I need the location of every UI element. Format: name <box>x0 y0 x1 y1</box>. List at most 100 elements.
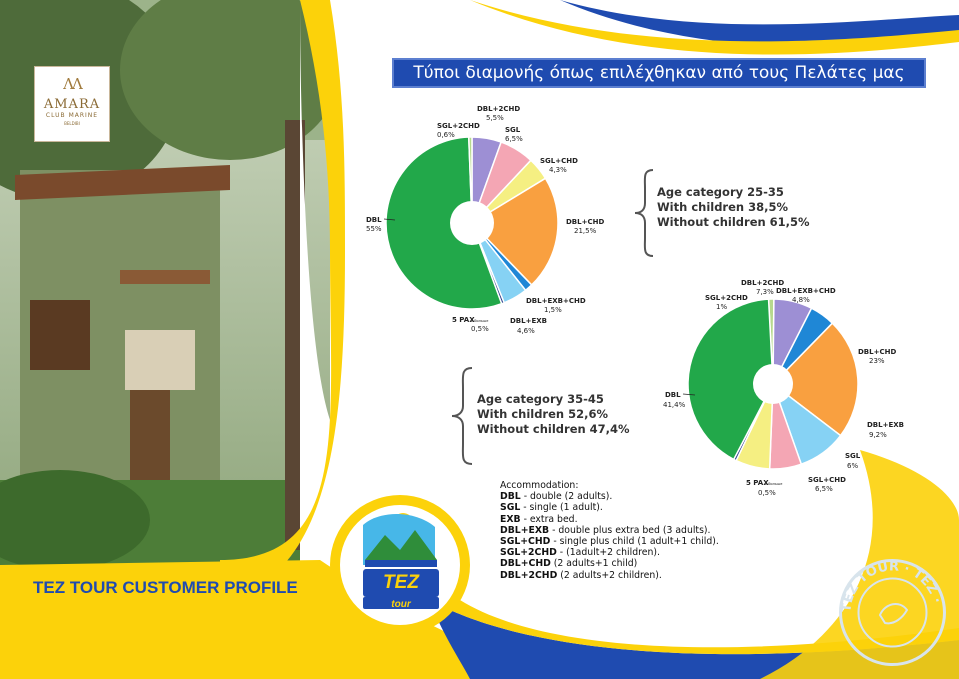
pie-slice <box>771 322 859 437</box>
tez-tour-logo: TEZ tour <box>363 513 439 610</box>
slice-label: SGL+CHD <box>808 476 846 484</box>
legend-code: DBL <box>500 491 521 503</box>
legend-desc: (2 adults+2 children). <box>557 569 662 581</box>
legend-code: SGL+CHD <box>500 536 551 548</box>
slice-value-label: 41,4% <box>663 401 686 409</box>
logo-subtitle: CLUB MARINE <box>45 112 99 119</box>
amara-logo: ΛΛ AMARA CLUB MARINE BELDIBI <box>34 66 110 142</box>
slice-label: DBL+EXB <box>510 317 547 325</box>
brace-icon-2 <box>451 367 473 465</box>
pie-hole <box>450 201 494 245</box>
legend-code: SGL <box>500 502 521 514</box>
hotel-photo <box>0 0 340 570</box>
legend-item: DBL+EXB - double plus extra bed (3 adult… <box>500 525 719 536</box>
slice-value-label: 6,5% <box>815 485 833 493</box>
summary-1-line-1: Age category 25-35 <box>657 185 784 199</box>
yellow-bottom-band <box>0 560 560 679</box>
slice-value-label: 5,5% <box>486 114 504 122</box>
slice-value-label: 55% <box>366 225 382 233</box>
summary-1-line-3: Without children 61,5% <box>657 215 810 229</box>
accommodation-legend: Accommodation: DBL - double (2 adults). … <box>500 480 719 581</box>
legend-item: DBL+2CHD (2 adults+2 children). <box>500 570 719 581</box>
legend-code: DBL+CHD <box>500 558 551 570</box>
pie-slice <box>385 136 503 310</box>
slice-label: DBL+2CHD <box>477 105 520 113</box>
slice-label: DBL+EXB+CHD <box>526 297 586 305</box>
summary-age-35-45: Age category 35-45 With children 52,6% W… <box>477 392 630 437</box>
slice-label-small: и больше <box>765 482 782 486</box>
tez-stamp-watermark: TEZ TOUR · TEZ · <box>839 559 946 666</box>
customer-profile-label: TEZ TOUR CUSTOMER PROFILE <box>33 578 298 597</box>
legend-item: DBL - double (2 adults). <box>500 491 719 502</box>
legend-desc: - single plus child (1 adult+1 child). <box>550 536 719 548</box>
slice-value-label: 6,5% <box>505 135 523 143</box>
legend-desc: - double (2 adults). <box>520 491 613 503</box>
logo-name: AMARA <box>43 97 101 112</box>
label-leader-line <box>383 218 396 221</box>
slice-value-label: 7,3% <box>756 288 774 296</box>
slice-label: DBL+EXB+CHD <box>776 287 836 295</box>
pie-slice <box>470 177 559 287</box>
legend-item: SGL+2CHD - (1adult+2 children). <box>500 547 719 558</box>
legend-code: DBL+2CHD <box>500 569 558 581</box>
yellow-right-swoosh <box>760 450 959 679</box>
slice-label: DBL <box>665 391 681 399</box>
summary-2-line-2: With children 52,6% <box>477 407 608 421</box>
legend-item: SGL - single (1 adult). <box>500 502 719 513</box>
slice-value-label: 1% <box>716 303 727 311</box>
legend-item: EXB - extra bed. <box>500 514 719 525</box>
slice-value-label: 21,5% <box>574 227 597 235</box>
legend-item: DBL+CHD (2 adults+1 child) <box>500 558 719 569</box>
legend-desc: - extra bed. <box>520 513 578 525</box>
slice-value-label: 0,5% <box>471 325 489 333</box>
slice-label: DBL <box>366 216 382 224</box>
summary-1-line-2: With children 38,5% <box>657 200 788 214</box>
yellow-swoosh-top <box>470 0 959 55</box>
slice-value-label: 4,6% <box>517 327 535 335</box>
tez-logo-tour: tour <box>391 599 412 610</box>
summary-age-25-35: Age category 25-35 With children 38,5% W… <box>657 185 810 230</box>
brace-icon-1 <box>634 169 654 257</box>
legend-code: SGL+2CHD <box>500 547 557 559</box>
legend-desc: (2 adults+1 child) <box>550 558 638 570</box>
slice-value-label: 0,6% <box>437 131 455 139</box>
pie-hole <box>753 364 793 404</box>
legend-item: SGL+CHD - single plus child (1 adult+1 c… <box>500 536 719 547</box>
slice-label: SGL+CHD <box>540 157 578 165</box>
page-title: Τύποι διαμονής όπως επιλέχθηκαν από τους… <box>392 58 926 88</box>
slice-value-label: 4,8% <box>792 296 810 304</box>
slice-value-label: 9,2% <box>869 431 887 439</box>
legend-desc: - double plus extra bed (3 adults). <box>549 524 711 536</box>
summary-2-line-1: Age category 35-45 <box>477 392 604 406</box>
blue-swoosh-top <box>560 0 959 48</box>
slice-label: SGL <box>845 452 861 460</box>
legend-desc: - (1adult+2 children). <box>556 547 660 559</box>
slice-label: DBL+EXB <box>867 421 904 429</box>
slice-label: SGL <box>505 126 521 134</box>
logo-subtitle-2: BELDIBI <box>64 121 80 126</box>
legend-heading: Accommodation: <box>500 480 579 491</box>
slice-label: DBL+2CHD <box>741 279 784 287</box>
label-leader-line <box>682 393 696 396</box>
slice-value-label: 23% <box>869 357 885 365</box>
legend-code: DBL+EXB <box>500 524 550 536</box>
slice-value-label: 4,3% <box>549 166 567 174</box>
slice-value-label: 0,5% <box>758 489 776 497</box>
slice-label: 5 PAX <box>452 316 475 324</box>
legend-desc: - single (1 adult). <box>520 502 603 514</box>
slice-label: SGL+2CHD <box>705 294 748 302</box>
legend-code: EXB <box>500 513 521 525</box>
slice-label-small: и больше <box>471 319 488 323</box>
slice-label: 5 PAX <box>746 479 769 487</box>
slice-label: SGL+2CHD <box>437 122 480 130</box>
logo-mark: ΛΛ <box>63 75 83 93</box>
yellow-swoosh <box>220 0 345 600</box>
slice-value-label: 1,5% <box>544 306 562 314</box>
tez-logo-text: TEZ <box>383 572 420 593</box>
slice-value-label: 6% <box>847 462 858 470</box>
summary-2-line-3: Without children 47,4% <box>477 422 630 436</box>
